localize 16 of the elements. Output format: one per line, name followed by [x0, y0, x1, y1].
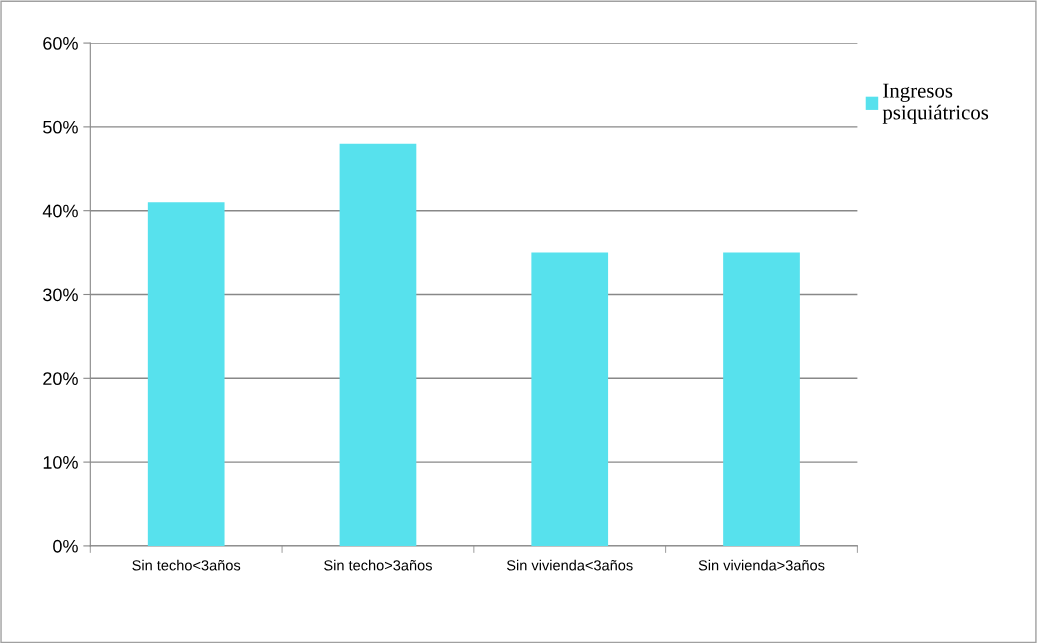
bar [531, 252, 609, 546]
y-tick-label: 20% [43, 372, 78, 386]
x-tick-label: Sin techo>3años [324, 559, 432, 571]
y-tick-label: 50% [43, 120, 78, 134]
bar [339, 143, 417, 546]
x-tick-label: Sin techo<3años [132, 559, 241, 571]
x-tick-label: Sin vivienda<3años [506, 559, 633, 571]
legend-label: Ingresos psiquiátricos [882, 83, 989, 124]
y-tick-label: 60% [43, 37, 78, 50]
y-tick-label: 0% [53, 539, 78, 553]
y-tick-label: 30% [43, 288, 78, 302]
y-tick-label: 40% [42, 204, 78, 218]
y-tick-label: 10% [43, 456, 78, 469]
x-tick-label: Sin vivienda>3años [698, 559, 825, 571]
bar [723, 252, 800, 546]
bar [147, 202, 225, 546]
